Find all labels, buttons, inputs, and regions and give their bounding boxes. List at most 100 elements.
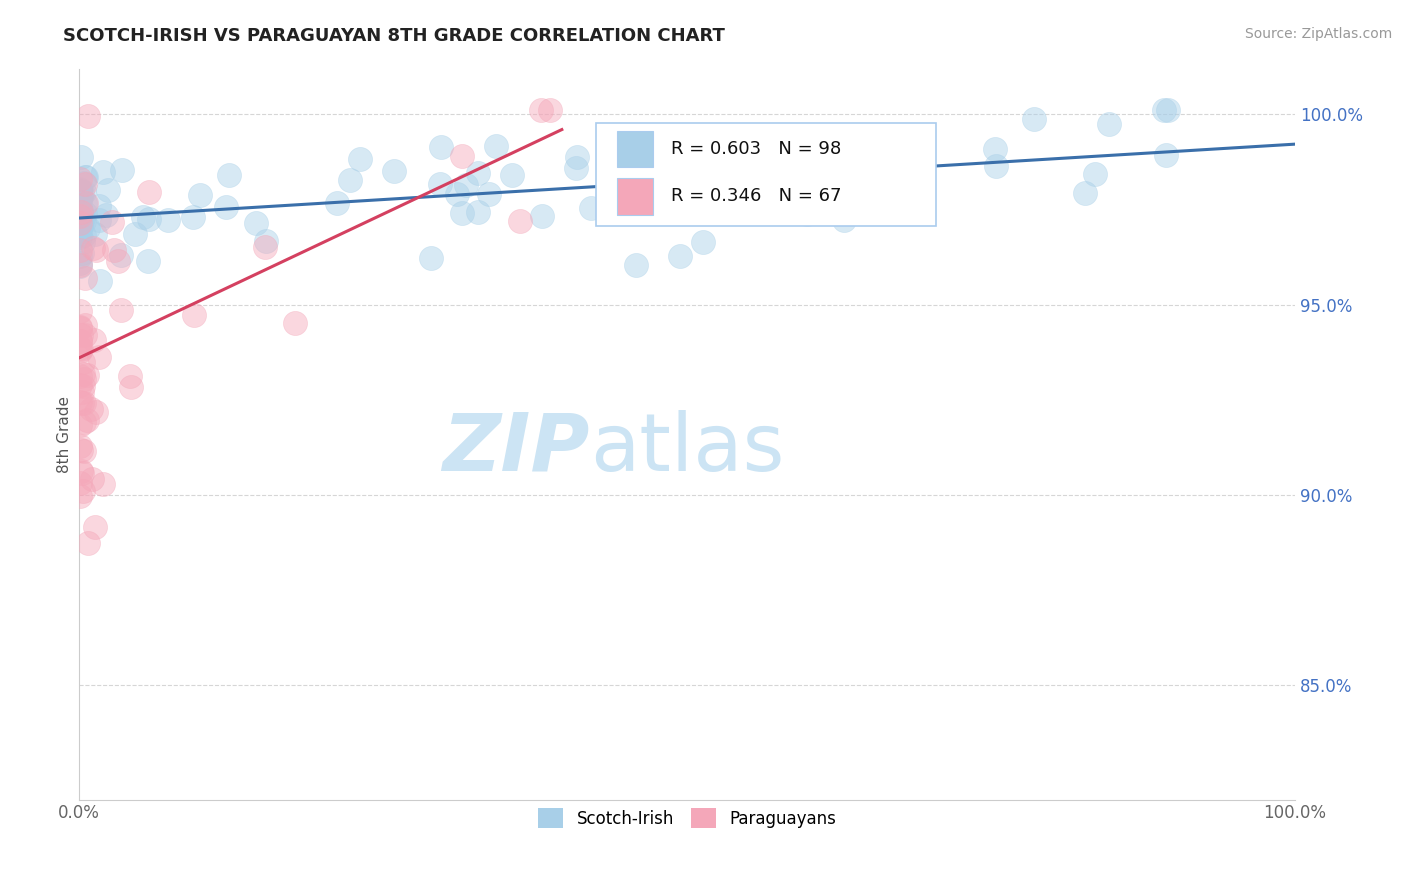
Point xyxy=(69,189,91,203)
Point xyxy=(118,369,141,384)
Point xyxy=(1024,112,1046,127)
Point xyxy=(832,212,855,227)
Point xyxy=(73,372,96,386)
Point xyxy=(215,200,238,214)
Point xyxy=(69,395,91,409)
Point xyxy=(138,211,160,226)
Point xyxy=(454,178,477,192)
Point xyxy=(1084,167,1107,181)
Point xyxy=(76,368,98,382)
Point xyxy=(79,401,101,416)
Point xyxy=(69,334,91,348)
Point xyxy=(69,249,91,263)
Point xyxy=(73,415,96,429)
Point xyxy=(478,187,501,202)
Point xyxy=(183,309,205,323)
Point xyxy=(624,258,647,272)
Text: R = 0.346   N = 67: R = 0.346 N = 67 xyxy=(671,187,842,205)
Point xyxy=(73,177,96,191)
Point xyxy=(69,256,91,270)
Legend: Scotch-Irish, Paraguayans: Scotch-Irish, Paraguayans xyxy=(531,801,842,835)
Point xyxy=(245,216,267,230)
Point xyxy=(69,258,91,272)
Point xyxy=(581,201,603,215)
Point xyxy=(69,334,91,348)
Point xyxy=(853,136,876,150)
Point xyxy=(69,230,91,244)
Point xyxy=(69,341,91,355)
Point xyxy=(110,302,132,317)
Point xyxy=(484,138,506,153)
Point xyxy=(73,227,96,242)
Point xyxy=(69,182,91,196)
Point xyxy=(538,103,561,118)
Text: R = 0.603   N = 98: R = 0.603 N = 98 xyxy=(671,140,842,158)
Point xyxy=(467,166,489,180)
Text: Source: ZipAtlas.com: Source: ZipAtlas.com xyxy=(1244,27,1392,41)
Point xyxy=(75,170,97,185)
Point xyxy=(76,413,98,427)
Point xyxy=(69,217,91,231)
Point xyxy=(69,344,91,359)
Point xyxy=(70,442,93,457)
Point xyxy=(451,149,474,163)
Point xyxy=(326,196,349,211)
Point xyxy=(91,165,114,179)
Point xyxy=(70,218,93,232)
Point xyxy=(70,384,93,399)
Point xyxy=(564,161,586,176)
Point xyxy=(70,218,93,232)
Point xyxy=(84,244,107,258)
Point xyxy=(72,186,94,201)
Point xyxy=(138,185,160,199)
Point xyxy=(73,206,96,220)
Point xyxy=(69,260,91,274)
Point xyxy=(70,209,93,223)
Point xyxy=(84,519,107,533)
Point xyxy=(69,417,91,432)
Point xyxy=(254,234,277,248)
Point xyxy=(87,199,110,213)
Point xyxy=(69,303,91,318)
Point xyxy=(69,229,91,244)
Point xyxy=(69,210,91,224)
Point xyxy=(72,483,94,498)
Point xyxy=(82,241,104,255)
Point xyxy=(69,203,91,218)
Point xyxy=(429,177,451,191)
Point xyxy=(89,213,111,227)
Point xyxy=(69,216,91,230)
Point xyxy=(69,172,91,186)
Point xyxy=(89,274,111,288)
Point xyxy=(509,214,531,228)
Point xyxy=(84,227,107,241)
Point xyxy=(984,160,1007,174)
Point xyxy=(69,369,91,384)
Point xyxy=(77,109,100,123)
Point xyxy=(773,154,796,169)
Point xyxy=(349,152,371,166)
Point xyxy=(77,221,100,235)
Point xyxy=(420,251,443,265)
Point xyxy=(1098,117,1121,131)
Point xyxy=(69,209,91,223)
Point xyxy=(69,220,91,235)
Point xyxy=(136,254,159,268)
Point xyxy=(75,327,97,342)
Point xyxy=(70,467,93,481)
Point xyxy=(613,194,636,208)
Point xyxy=(218,168,240,182)
Y-axis label: 8th Grade: 8th Grade xyxy=(58,395,72,473)
Point xyxy=(1156,148,1178,162)
Point xyxy=(72,354,94,368)
Point xyxy=(430,139,453,153)
Point xyxy=(69,220,91,235)
Point xyxy=(69,225,91,239)
Point xyxy=(692,235,714,250)
Point xyxy=(91,476,114,491)
Point xyxy=(69,194,91,208)
Point xyxy=(648,146,671,161)
Point xyxy=(70,464,93,478)
Point xyxy=(73,177,96,191)
Point xyxy=(84,405,107,419)
